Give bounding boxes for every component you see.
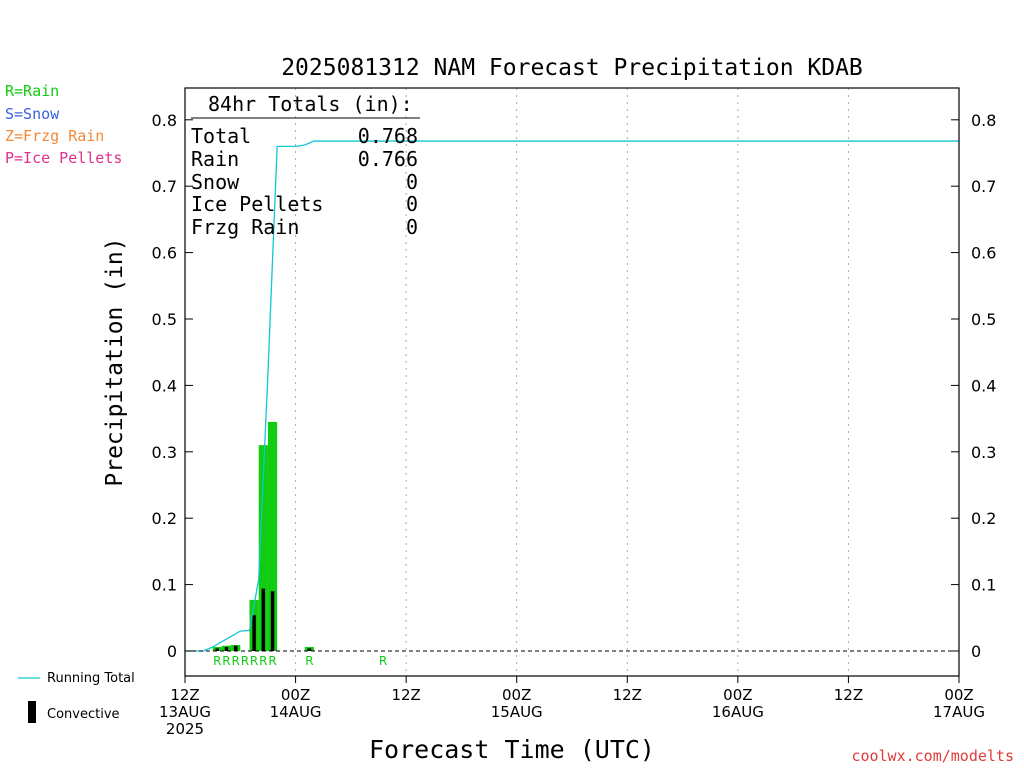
legend-frzg-rain: Z=Frzg Rain — [5, 127, 104, 145]
grid-lines — [295, 88, 849, 676]
y-tick-label-right: 0.5 — [971, 310, 996, 329]
y-tick-label: 0.1 — [152, 576, 177, 595]
convective-bar — [261, 588, 266, 651]
convective-bar — [224, 647, 229, 651]
precip-type-label: R — [259, 654, 267, 668]
precip-type-legend: R=Rain S=Snow Z=Frzg Rain P=Ice Pellets — [5, 82, 122, 167]
convective-bar — [233, 645, 238, 651]
legend-ice-pellets: P=Ice Pellets — [5, 149, 122, 167]
totals-label-total: Total — [191, 124, 251, 148]
convective-bar — [307, 648, 312, 651]
y-tick-label-right: 0.3 — [971, 443, 996, 462]
plot-frame — [184, 87, 960, 677]
y-tick-label-right: 0.1 — [971, 576, 996, 595]
y-tick-label-right: 0.4 — [971, 376, 996, 395]
y-tick-label: 0.2 — [152, 509, 177, 528]
y-tick-label-right: 0.8 — [971, 111, 996, 130]
convective-legend-swatch — [28, 701, 36, 723]
totals-value-rain: 0.766 — [358, 147, 418, 171]
totals-value-frzg-rain: 0 — [406, 215, 418, 239]
x-tick-label: 14AUG — [270, 703, 322, 721]
totals-heading: 84hr Totals (in): — [208, 92, 413, 116]
rain-bar — [267, 421, 278, 651]
y-tick-label: 0.6 — [152, 244, 177, 263]
x-tick-label: 2025 — [166, 720, 204, 738]
x-tick-label: 00Z — [723, 686, 752, 704]
convective-legend-label: Convective — [47, 707, 120, 722]
y-tick-label: 0.4 — [152, 376, 177, 395]
x-tick-label: 00Z — [944, 686, 973, 704]
running-total-legend-label: Running Total — [47, 671, 135, 686]
y-axis-label: Precipitation (in) — [102, 237, 128, 486]
x-tick-label: 16AUG — [712, 703, 764, 721]
bar-layer — [212, 421, 314, 651]
precip-type-label: R — [222, 654, 230, 668]
x-axis-label: Forecast Time (UTC) — [369, 735, 655, 764]
y-axis-left: 0 0.1 0.2 0.3 0.4 0.5 0.6 0.7 0.8 — [152, 111, 193, 661]
x-tick-label: 12Z — [834, 686, 863, 704]
totals-label-snow: Snow — [191, 170, 240, 194]
totals-value-ice-pellets: 0 — [406, 192, 418, 216]
totals-value-snow: 0 — [406, 170, 418, 194]
y-tick-label-right: 0.6 — [971, 244, 996, 263]
y-tick-label-right: 0.2 — [971, 509, 996, 528]
legend-rain: R=Rain — [5, 82, 59, 100]
precip-type-label: R — [379, 654, 387, 668]
x-tick-label: 17AUG — [933, 703, 985, 721]
convective-bar — [252, 615, 256, 651]
series-legend: Running Total Convective — [18, 671, 135, 723]
x-tick-label: 12Z — [391, 686, 420, 704]
precip-type-label: R — [232, 654, 240, 668]
y-tick-label: 0.5 — [152, 310, 177, 329]
y-tick-label-right: 0.7 — [971, 177, 996, 196]
y-tick-label: 0.8 — [152, 111, 177, 130]
precip-type-label: R — [213, 654, 221, 668]
rain-bar — [258, 445, 268, 651]
totals-box: 84hr Totals (in): Total 0.768 Rain 0.766… — [191, 92, 420, 239]
y-tick-label: 0.7 — [152, 177, 177, 196]
y-tick-label: 0.3 — [152, 443, 177, 462]
x-tick-label: 12Z — [613, 686, 642, 704]
convective-bar — [270, 591, 275, 651]
convective-bar — [215, 648, 219, 651]
precip-type-label: R — [250, 654, 258, 668]
totals-label-rain: Rain — [191, 147, 239, 171]
totals-value-total: 0.768 — [358, 124, 418, 148]
running-total-line — [185, 140, 959, 652]
chart-title: 2025081312 NAM Forecast Precipitation KD… — [281, 55, 863, 81]
x-tick-label: 12Z — [170, 686, 199, 704]
credit-text: coolwx.com/modelts — [851, 747, 1014, 765]
y-axis-right: 0 0.1 0.2 0.3 0.4 0.5 0.6 0.7 0.8 — [951, 111, 996, 661]
y-tick-label: 0 — [167, 642, 177, 661]
precip-type-label: R — [305, 654, 313, 668]
x-tick-label: 00Z — [281, 686, 310, 704]
totals-label-ice-pellets: Ice Pellets — [191, 192, 323, 216]
y-tick-label-right: 0 — [971, 642, 981, 661]
totals-label-frzg-rain: Frzg Rain — [191, 215, 299, 239]
x-tick-label: 15AUG — [491, 703, 543, 721]
precip-type-label: R — [268, 654, 276, 668]
running-total-layer — [185, 140, 959, 652]
x-tick-label: 13AUG — [159, 703, 211, 721]
precip-type-label: R — [241, 654, 249, 668]
x-tick-label: 00Z — [502, 686, 531, 704]
legend-snow: S=Snow — [5, 105, 60, 123]
